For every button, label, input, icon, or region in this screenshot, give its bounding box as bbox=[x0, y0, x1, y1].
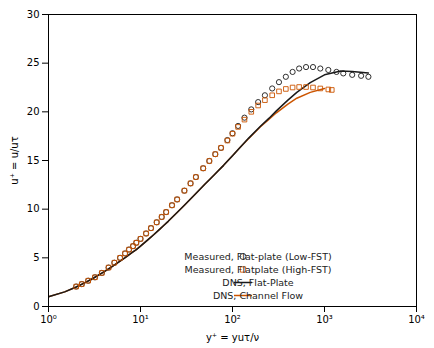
svg-text:10⁰: 10⁰ bbox=[40, 314, 57, 325]
svg-text:10³: 10³ bbox=[316, 314, 333, 325]
svg-text:DNS, Channel Flow: DNS, Channel Flow bbox=[213, 290, 303, 301]
svg-text:10¹: 10¹ bbox=[132, 314, 149, 325]
svg-text:10: 10 bbox=[27, 203, 40, 214]
svg-text:20: 20 bbox=[27, 106, 40, 117]
svg-text:5: 5 bbox=[33, 252, 39, 263]
svg-text:DNS, Flat-Plate: DNS, Flat-Plate bbox=[222, 277, 293, 288]
svg-text:10⁴: 10⁴ bbox=[408, 314, 425, 325]
svg-text:Measured, Flat-plate (Low-FST): Measured, Flat-plate (Low-FST) bbox=[184, 251, 331, 262]
svg-text:30: 30 bbox=[27, 9, 40, 20]
svg-text:u⁺ = u/uτ: u⁺ = u/uτ bbox=[9, 136, 20, 184]
svg-text:15: 15 bbox=[27, 155, 40, 166]
svg-text:0: 0 bbox=[33, 301, 39, 312]
svg-text:Measured, Flatplate (High-FST): Measured, Flatplate (High-FST) bbox=[185, 264, 332, 275]
svg-text:25: 25 bbox=[27, 57, 40, 68]
svg-text:10²: 10² bbox=[224, 314, 241, 325]
svg-text:y⁺ = yuτ/ν: y⁺ = yuτ/ν bbox=[206, 332, 260, 343]
